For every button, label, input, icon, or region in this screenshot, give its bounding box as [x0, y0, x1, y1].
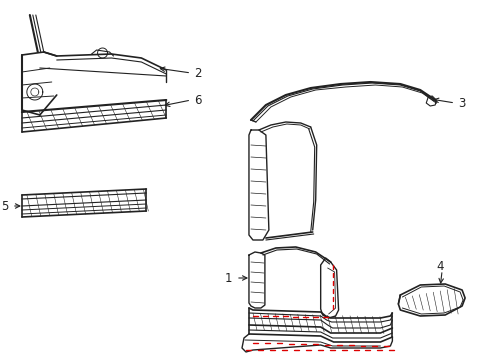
- Text: 4: 4: [436, 260, 443, 273]
- Text: 5: 5: [1, 199, 9, 212]
- Text: 2: 2: [194, 67, 201, 80]
- Text: 6: 6: [194, 94, 201, 107]
- Text: 3: 3: [457, 96, 465, 109]
- Text: 1: 1: [224, 271, 231, 284]
